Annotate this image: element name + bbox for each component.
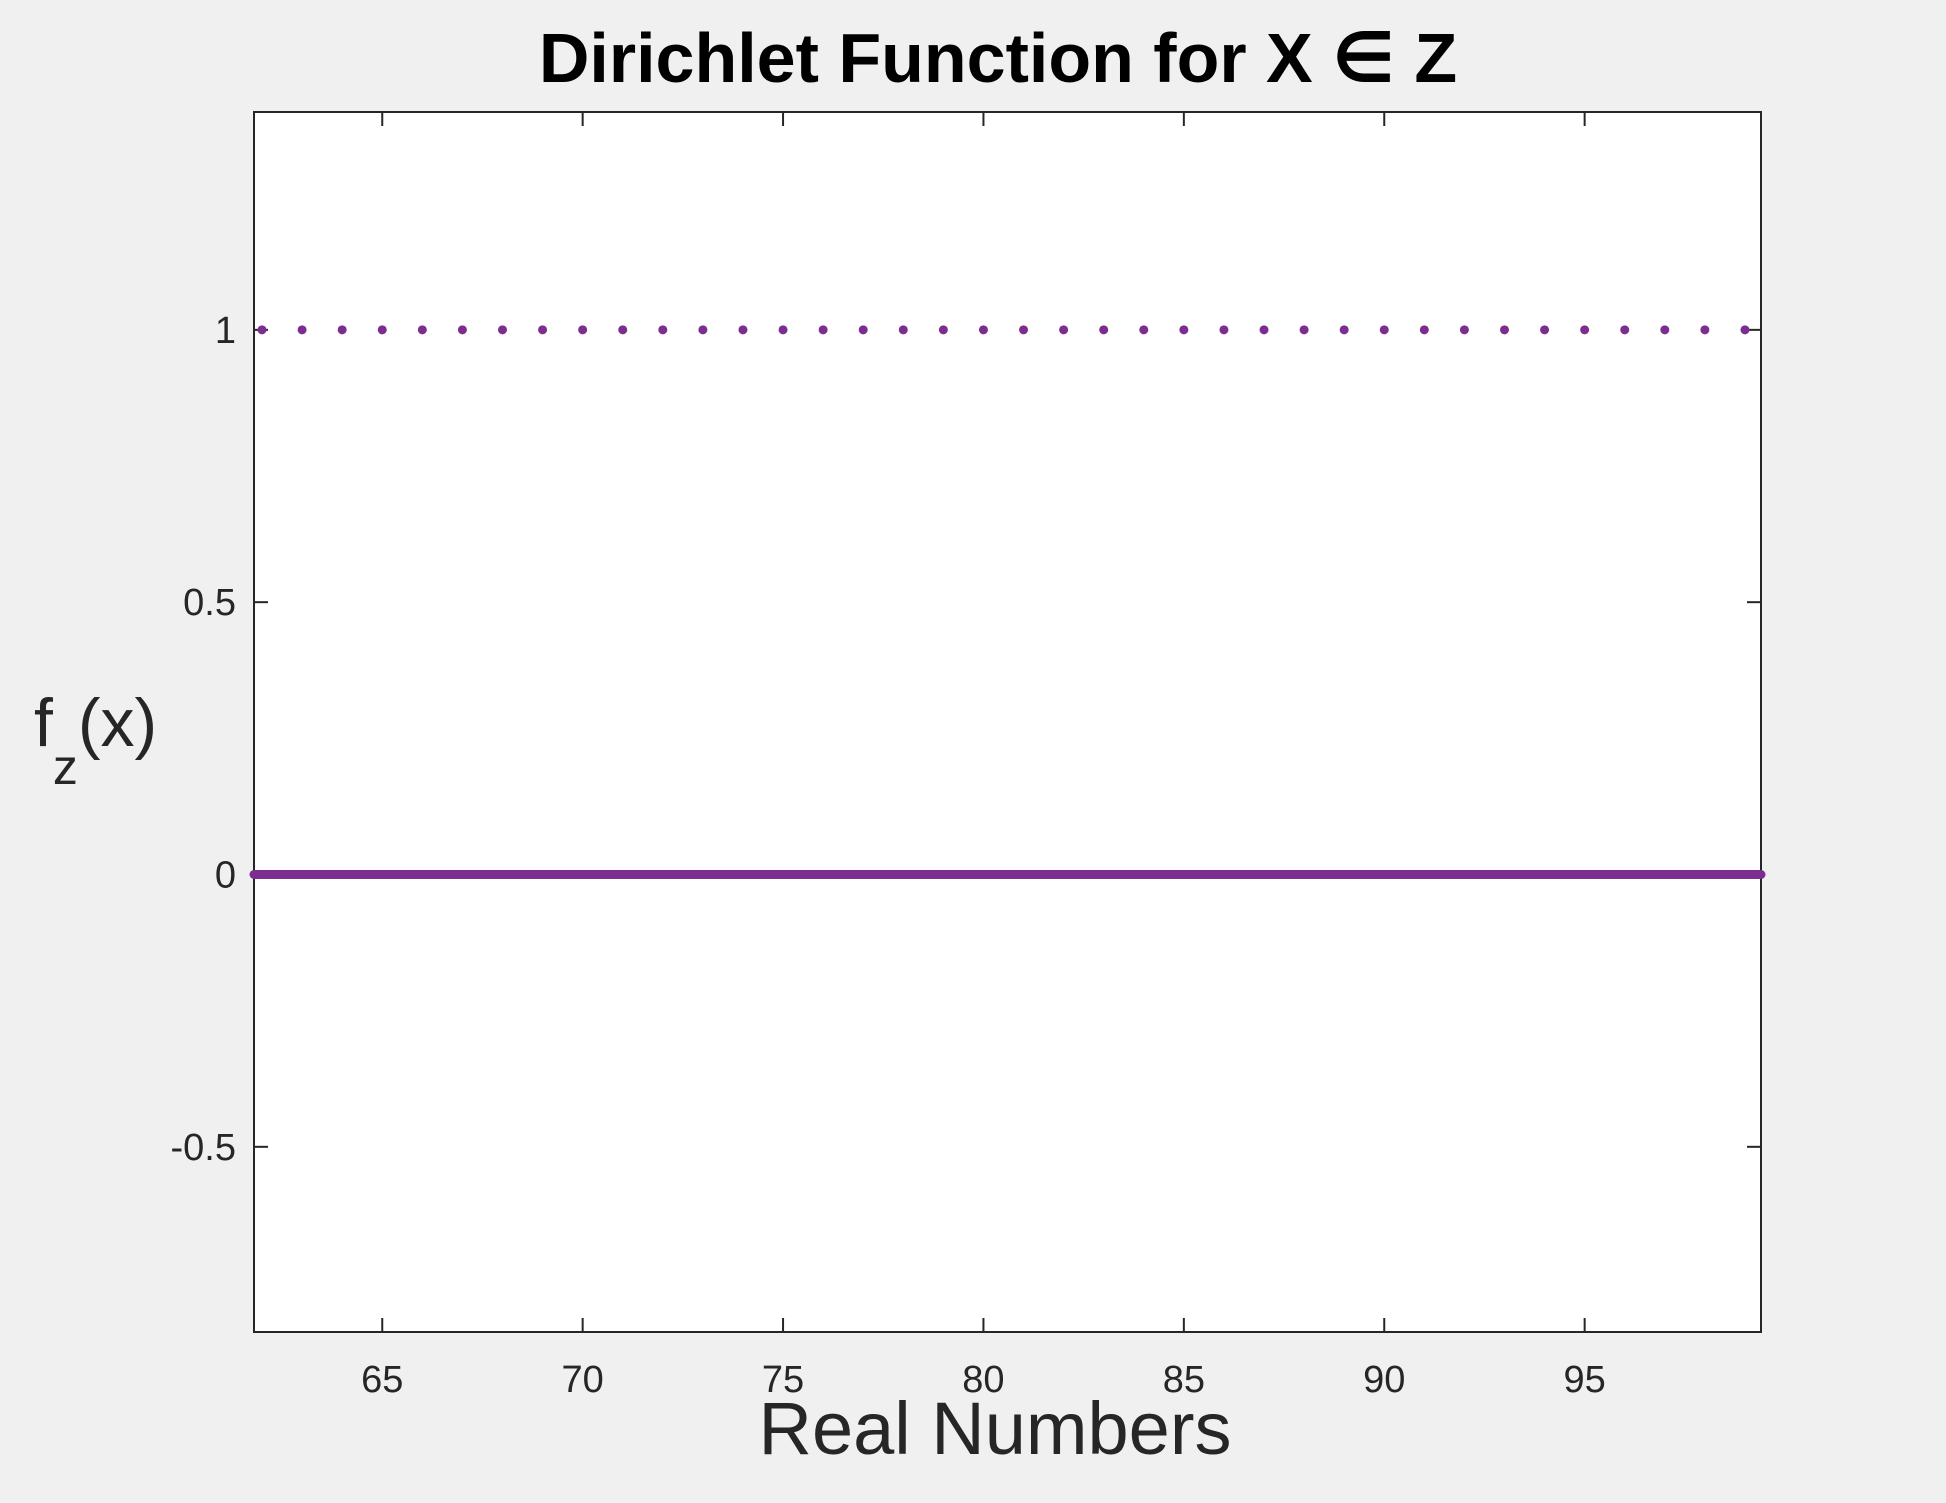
data-point [538,325,548,335]
data-point [618,325,628,335]
data-point [1179,325,1189,335]
data-point [978,325,988,335]
data-series [249,325,1766,879]
x-tick-label: 70 [562,1359,604,1401]
data-point [858,325,868,335]
y-axis-label: fz(x) [34,685,157,795]
y-tick-label: -0.5 [171,1127,236,1169]
y-axis-label-subscript: z [53,739,78,795]
data-point [1540,325,1550,335]
data-point [578,325,588,335]
x-tick-label: 65 [361,1359,403,1401]
data-point [658,325,668,335]
plot-area [253,111,1762,1333]
x-axis-label: Real Numbers [759,1387,1232,1470]
data-point [1099,325,1109,335]
data-point [1379,325,1389,335]
data-point [1660,325,1670,335]
data-point [738,325,748,335]
data-point [1259,325,1269,335]
x-tick-label: 90 [1363,1359,1405,1401]
data-point [1580,325,1590,335]
data-point [698,325,708,335]
data-point [457,325,467,335]
y-tick-label: 0 [215,855,236,897]
data-point [1139,325,1149,335]
data-point [1459,325,1469,335]
data-point [1620,325,1630,335]
axis-ticks: 65 70 75 80 85 90 95 -0.5 0 0.5 1 [171,112,1761,1401]
x-tick-label: 80 [962,1359,1004,1401]
y-tick-label: 1 [215,310,236,352]
x-tick-label: 95 [1564,1359,1606,1401]
x-tick-label: 85 [1163,1359,1205,1401]
data-point [938,325,948,335]
y-axis-label-base: f [34,685,53,761]
data-point [297,325,307,335]
chart-title: Dirichlet Function for X ∈ Z [539,19,1457,97]
y-tick-label: 0.5 [183,582,236,624]
y-axis-label-suffix: (x) [78,685,157,761]
data-point [257,325,267,335]
data-point [898,325,908,335]
data-point [377,325,387,335]
data-point [1700,325,1710,335]
data-point [778,325,788,335]
data-point [1299,325,1309,335]
data-point [1059,325,1069,335]
data-point [337,325,347,335]
data-point [1019,325,1029,335]
data-point [1219,325,1229,335]
data-point [1499,325,1509,335]
data-point [417,325,427,335]
data-point [818,325,828,335]
data-point [1419,325,1429,335]
data-point [497,325,507,335]
data-point [1339,325,1349,335]
x-tick-label: 75 [762,1359,804,1401]
data-point [1740,325,1750,335]
